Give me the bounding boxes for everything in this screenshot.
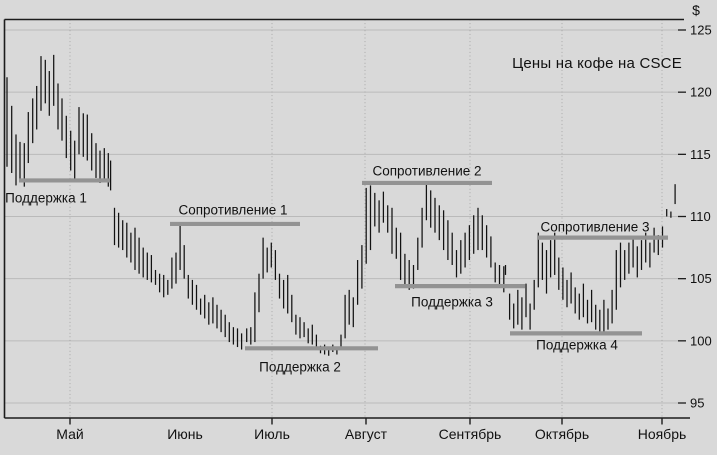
y-tick-label: 105 — [690, 271, 712, 286]
support-level-label: Поддержка 1 — [5, 191, 87, 206]
support-level-label: Поддержка 2 — [259, 360, 341, 375]
x-tick-label: Май — [56, 426, 83, 442]
x-tick-label: Август — [345, 426, 388, 442]
y-tick-label: 115 — [690, 147, 711, 162]
resistance-level-label: Сопротивление 1 — [178, 203, 287, 218]
y-tick-label: 125 — [690, 23, 712, 38]
x-tick-label: Сентябрь — [439, 426, 502, 442]
x-tick-label: Июль — [254, 426, 290, 442]
x-tick-label: Октябрь — [535, 426, 589, 442]
y-tick-label: 95 — [690, 395, 704, 410]
y-axis-unit-label: $ — [692, 2, 700, 18]
y-tick-label: 100 — [690, 333, 712, 348]
support-level-label: Поддержка 3 — [411, 295, 493, 310]
y-tick-label: 110 — [690, 209, 711, 224]
resistance-level-label: Сопротивление 2 — [372, 164, 481, 179]
y-tick-label: 120 — [690, 85, 712, 100]
resistance-level-label: Сопротивление 3 — [540, 220, 649, 235]
x-tick-label: Июнь — [167, 426, 203, 442]
support-level-label: Поддержка 4 — [536, 338, 618, 353]
x-tick-label: Ноябрь — [638, 426, 687, 442]
chart-title: Цены на кофе на CSCE — [512, 55, 682, 72]
